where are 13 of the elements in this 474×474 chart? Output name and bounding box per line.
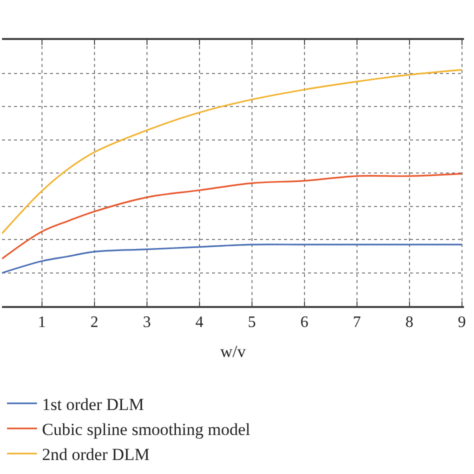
legend-label: Cubic spline smoothing model bbox=[42, 420, 251, 440]
x-tick-label: 6 bbox=[300, 314, 308, 331]
legend-label: 2nd order DLM bbox=[42, 445, 150, 464]
x-tick-label: 8 bbox=[405, 314, 414, 331]
x-tick-label: 2 bbox=[90, 314, 98, 331]
x-axis-title: w/v bbox=[220, 342, 246, 361]
legend-label: 1st order DLM bbox=[42, 394, 144, 414]
x-tick-label: 5 bbox=[248, 314, 256, 331]
x-tick-label: 9 bbox=[458, 314, 466, 331]
x-tick-label: 3 bbox=[142, 314, 151, 331]
x-tick-label: 7 bbox=[352, 314, 361, 331]
x-tick-label: 4 bbox=[195, 314, 204, 331]
x-tick-label: 1 bbox=[38, 314, 46, 331]
